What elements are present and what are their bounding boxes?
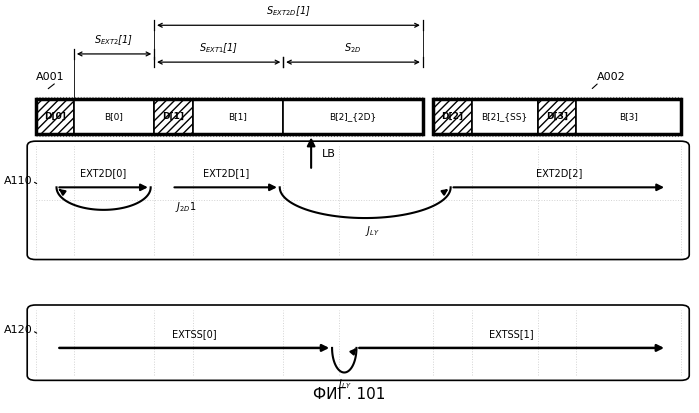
Bar xyxy=(538,99,576,134)
Text: EXTSS[1]: EXTSS[1] xyxy=(489,329,534,339)
Bar xyxy=(36,99,74,134)
Text: $S_{EXT2}$[1]: $S_{EXT2}$[1] xyxy=(94,33,134,47)
Text: A110: A110 xyxy=(4,176,33,186)
Bar xyxy=(433,99,472,134)
Text: EXT2D[1]: EXT2D[1] xyxy=(203,169,249,178)
Bar xyxy=(154,99,192,134)
Text: D[2]: D[2] xyxy=(441,112,463,121)
Text: A001: A001 xyxy=(36,72,64,82)
Text: D[1]: D[1] xyxy=(162,112,185,121)
Bar xyxy=(576,99,681,134)
Text: $J_{LY}$: $J_{LY}$ xyxy=(337,377,352,392)
Text: B[1]: B[1] xyxy=(229,112,247,121)
Text: D[0]: D[0] xyxy=(44,112,66,121)
Text: EXTSS[0]: EXTSS[0] xyxy=(172,329,217,339)
Text: $S_{2D}$: $S_{2D}$ xyxy=(345,41,361,55)
Bar xyxy=(36,99,423,134)
Text: $S_{EXT1}$[1]: $S_{EXT1}$[1] xyxy=(199,41,238,55)
Bar xyxy=(74,99,154,134)
Bar xyxy=(472,99,538,134)
Text: EXT2D[0]: EXT2D[0] xyxy=(80,169,127,178)
Text: $S_{EXT2D}$[1]: $S_{EXT2D}$[1] xyxy=(266,4,311,18)
Text: ФИГ. 101: ФИГ. 101 xyxy=(313,387,386,402)
Text: D[3]: D[3] xyxy=(546,112,568,121)
Text: A120: A120 xyxy=(4,325,33,335)
Text: EXT2D[2]: EXT2D[2] xyxy=(535,169,582,178)
Text: B[0]: B[0] xyxy=(105,112,124,121)
Text: B[3]: B[3] xyxy=(619,112,638,121)
Text: LB: LB xyxy=(322,149,336,159)
Bar xyxy=(433,99,681,134)
Text: B[2]_{2D}: B[2]_{2D} xyxy=(329,112,377,121)
Text: $J_{LY}$: $J_{LY}$ xyxy=(365,224,380,238)
Text: A002: A002 xyxy=(597,72,626,82)
Bar xyxy=(283,99,423,134)
Text: B[2]_{SS}: B[2]_{SS} xyxy=(482,112,528,121)
Text: $J_{2D}$1: $J_{2D}$1 xyxy=(175,200,196,214)
Bar xyxy=(192,99,283,134)
